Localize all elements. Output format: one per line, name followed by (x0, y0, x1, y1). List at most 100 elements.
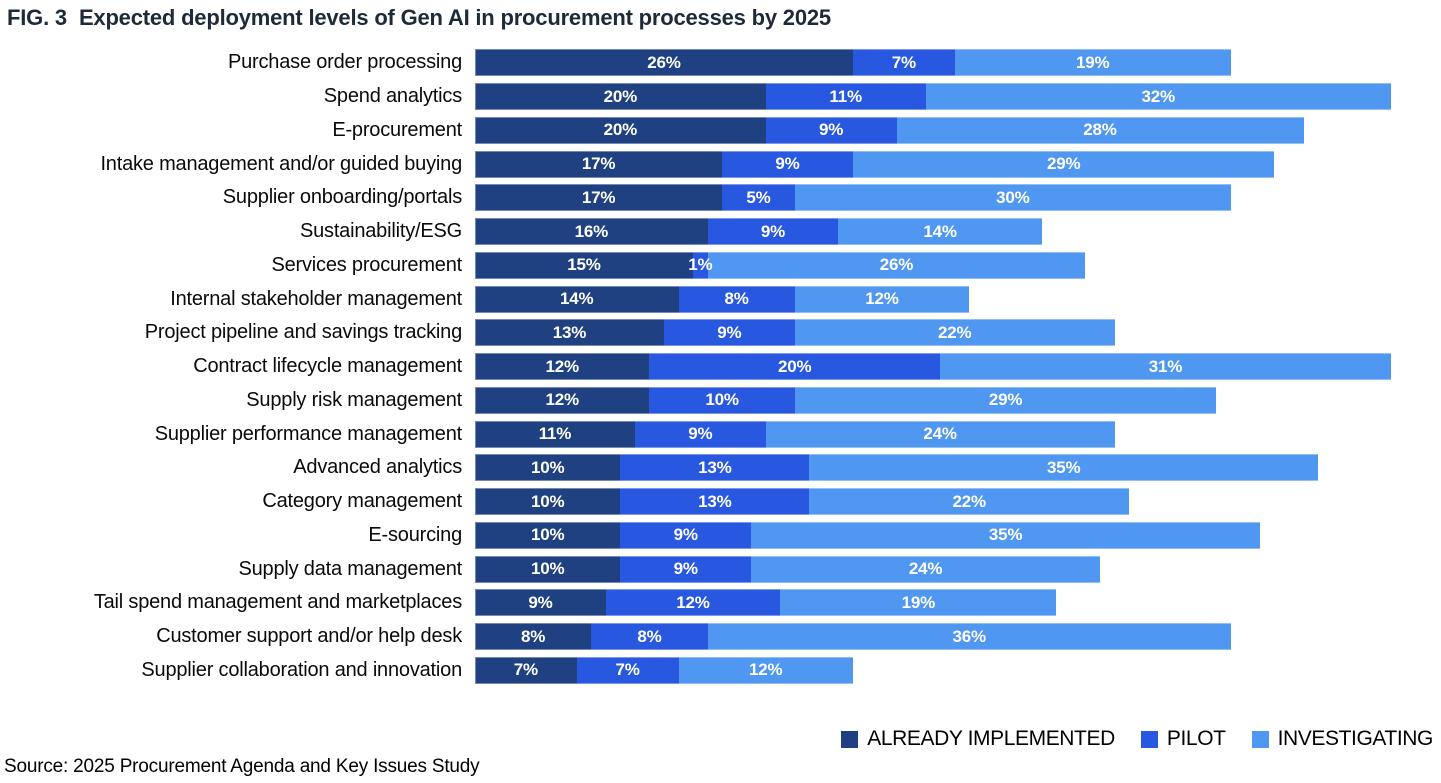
bar-segment-pilot: 20% (649, 353, 941, 381)
segment-value-label: 19% (901, 592, 936, 612)
bar-track: 17% 9% 29% (475, 150, 1430, 178)
category-label: Supply data management (238, 557, 462, 580)
bar-track: 14% 8% 12% (475, 285, 1430, 313)
category-label: Intake management and/or guided buying (100, 152, 462, 175)
bar-segment-already-implemented: 26% (475, 49, 853, 77)
segment-value-label: 9% (819, 120, 844, 140)
stacked-bar: 14% 8% 12% (475, 285, 1430, 313)
category-label: Customer support and/or help desk (156, 625, 462, 648)
bar-segment-already-implemented: 17% (475, 184, 723, 212)
segment-value-label: 20% (603, 86, 638, 106)
bar-segment-pilot: 1% (688, 251, 713, 279)
segment-value-label: 29% (988, 390, 1023, 410)
stacked-bar: 7% 7% 12% (475, 656, 1430, 684)
stacked-bar: 8% 8% 36% (475, 623, 1430, 651)
bar-segment-pilot: 13% (620, 454, 810, 482)
bar-segment-pilot: 11% (765, 83, 926, 111)
bar-segment-investigating: 24% (765, 420, 1115, 448)
segment-value-label: 12% (865, 289, 899, 309)
segment-value-label: 19% (1076, 52, 1110, 72)
segment-value-label: 20% (778, 356, 812, 376)
legend-label: INVESTIGATING (1277, 727, 1434, 750)
stacked-bar-chart: Purchase order processing 26% 7% 19% Spend a… (0, 46, 1441, 687)
chart-row: Category management 10% 13% 22% (0, 485, 1441, 519)
segment-value-label: 9% (528, 592, 553, 612)
stacked-bar: 10% 13% 35% (475, 454, 1430, 482)
bar-segment-pilot: 7% (852, 49, 955, 77)
category-label: Supplier performance management (154, 422, 463, 445)
segment-value-label: 10% (530, 457, 565, 477)
bar-track: 10% 13% 22% (475, 488, 1430, 516)
bar-segment-already-implemented: 10% (475, 555, 621, 583)
segment-value-label: 12% (545, 356, 579, 376)
bar-segment-pilot: 9% (663, 319, 795, 347)
segment-value-label: 14% (923, 221, 957, 241)
stacked-bar: 17% 9% 29% (475, 150, 1430, 178)
figure-header: FIG. 3 Expected deployment levels of Gen… (7, 5, 831, 31)
segment-value-label: 29% (1046, 154, 1081, 174)
stacked-bar: 20% 11% 32% (475, 83, 1430, 111)
segment-value-label: 22% (937, 322, 972, 342)
segment-value-label: 9% (688, 424, 713, 444)
segment-value-label: 9% (775, 154, 800, 174)
segment-value-label: 13% (698, 457, 732, 477)
bar-track: 15% 1% 26% (475, 251, 1430, 279)
bar-segment-already-implemented: 9% (475, 589, 606, 617)
category-label: Internal stakeholder management (170, 287, 462, 310)
chart-row: Tail spend management and marketplaces 9%… (0, 586, 1441, 620)
segment-value-label: 9% (760, 221, 786, 241)
segment-value-label: 32% (1141, 86, 1175, 106)
chart-row: Supplier collaboration and innovation 7% 7… (0, 654, 1441, 688)
segment-value-label: 11% (538, 424, 572, 444)
bar-segment-already-implemented: 14% (475, 285, 679, 313)
bar-track: 12% 20% 31% (475, 353, 1430, 381)
category-label: Supplier collaboration and innovation (141, 658, 462, 681)
segment-value-label: 26% (647, 52, 681, 72)
stacked-bar: 11% 9% 24% (475, 420, 1430, 448)
stacked-bar: 12% 20% 31% (475, 353, 1430, 381)
bar-track: 10% 9% 35% (475, 521, 1430, 549)
segment-value-label: 13% (698, 491, 732, 511)
segment-value-label: 13% (552, 322, 587, 342)
category-label: Sustainability/ESG (299, 220, 462, 243)
bar-segment-already-implemented: 10% (475, 488, 621, 516)
segment-value-label: 24% (908, 559, 943, 579)
bar-segment-investigating: 22% (809, 488, 1130, 516)
bar-segment-pilot: 9% (620, 521, 752, 549)
category-label: Supply risk management (246, 388, 462, 411)
bar-segment-pilot: 9% (707, 218, 839, 246)
bar-segment-already-implemented: 15% (475, 251, 694, 279)
bar-segment-investigating: 35% (751, 521, 1260, 549)
segment-value-label: 9% (673, 559, 698, 579)
stacked-bar: 10% 13% 22% (475, 488, 1430, 516)
bar-track: 20% 11% 32% (475, 83, 1430, 111)
segment-value-label: 12% (748, 660, 783, 680)
bar-segment-pilot: 9% (634, 420, 766, 448)
bar-segment-investigating: 19% (954, 49, 1231, 77)
bar-segment-investigating: 31% (940, 353, 1391, 381)
stacked-bar: 17% 5% 30% (475, 184, 1430, 212)
segment-value-label: 22% (952, 491, 986, 511)
figure-number: FIG. 3 (7, 5, 67, 30)
chart-legend: ALREADY IMPLEMENTED PILOT INVESTIGATING (841, 727, 1433, 751)
chart-row: Intake management and/or guided buying 17… (0, 147, 1441, 181)
bar-segment-investigating: 36% (707, 623, 1231, 651)
bar-segment-already-implemented: 12% (475, 353, 650, 381)
bar-track: 16% 9% 14% (475, 218, 1430, 246)
chart-row: Internal stakeholder management 14% 8% 12% (0, 282, 1441, 316)
stacked-bar: 13% 9% 22% (475, 319, 1430, 347)
chart-row: Supplier performance management 11% 9% 24% (0, 417, 1441, 451)
segment-value-label: 7% (891, 52, 916, 72)
stacked-bar: 26% 7% 19% (475, 49, 1430, 77)
figure-title: Expected deployment levels of Gen AI in … (78, 5, 831, 30)
category-label: E-procurement (332, 118, 462, 141)
segment-value-label: 7% (615, 660, 640, 680)
bar-track: 12% 10% 29% (475, 386, 1430, 414)
stacked-bar: 12% 10% 29% (475, 386, 1430, 414)
segment-value-label: 17% (581, 187, 616, 207)
legend-label: ALREADY IMPLEMENTED (867, 727, 1115, 750)
category-label: Tail spend management and marketplaces (93, 591, 462, 614)
segment-value-label: 20% (603, 120, 638, 140)
segment-value-label: 26% (879, 255, 914, 275)
